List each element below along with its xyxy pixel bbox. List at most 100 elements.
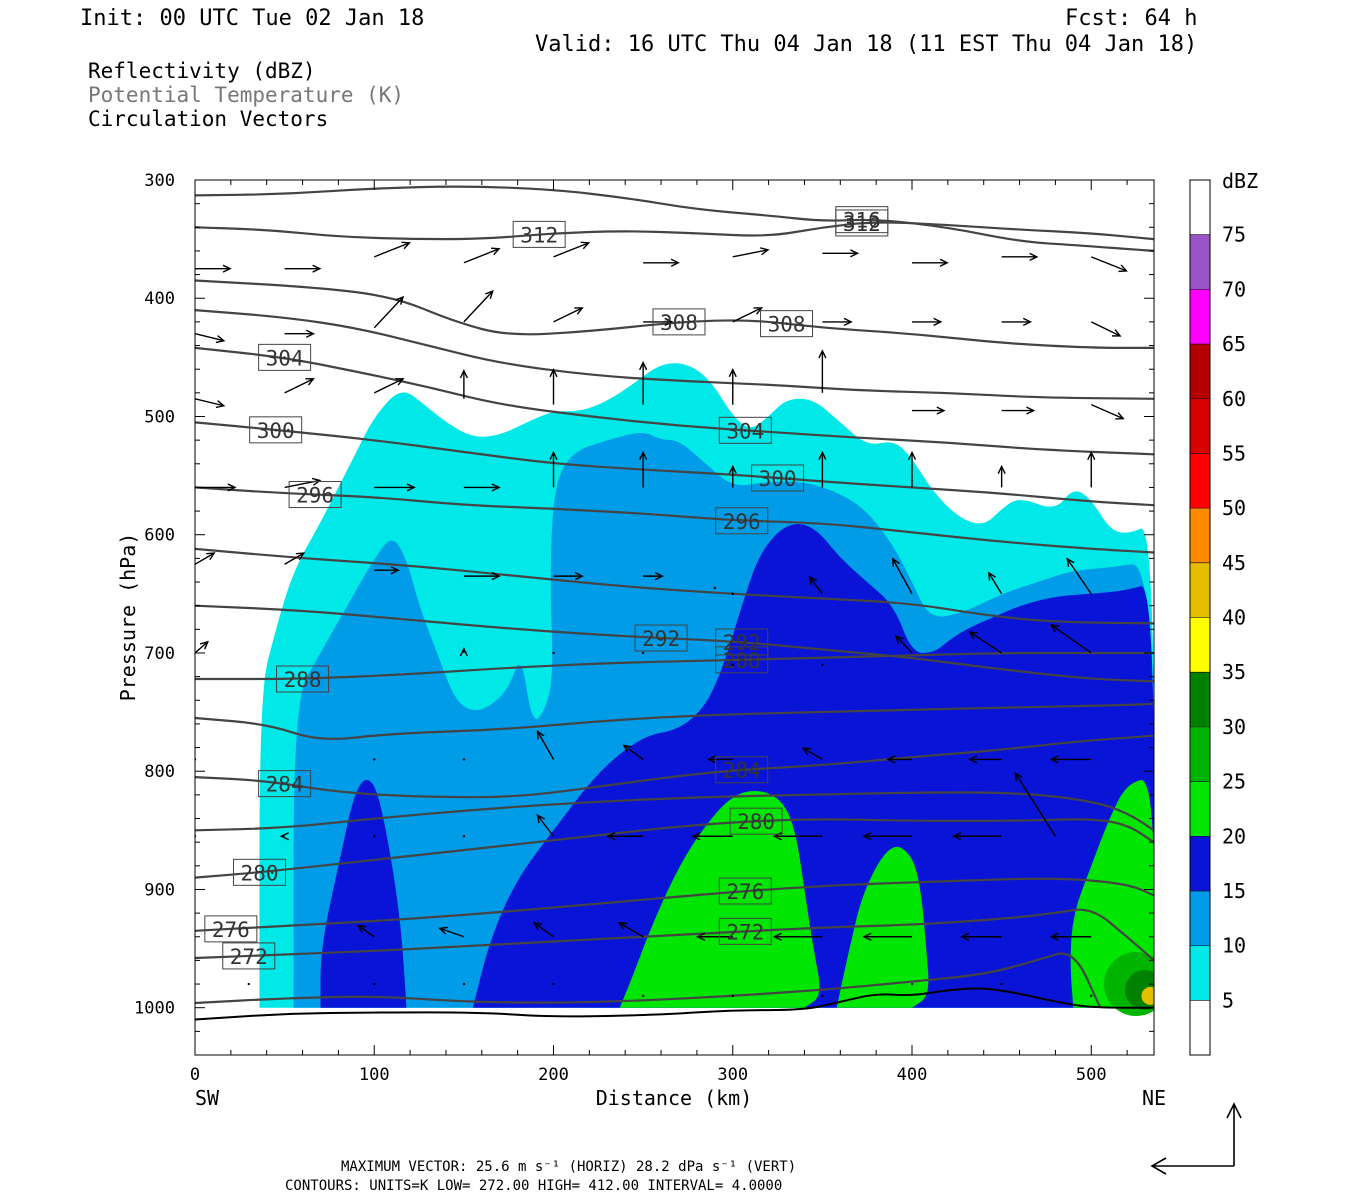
y-axis-label: Pressure (hPa) <box>116 533 140 702</box>
vector-head <box>622 744 632 753</box>
vector-dot <box>552 651 555 655</box>
vector-head <box>484 289 494 299</box>
theta-label: 292 <box>715 628 769 656</box>
vector-head <box>536 729 545 740</box>
vector-dot <box>713 586 717 590</box>
theta-label-text: 304 <box>266 346 304 370</box>
circulation-vector <box>1049 755 1092 764</box>
vector-head <box>1087 450 1096 460</box>
vector-head <box>1026 406 1036 415</box>
vector-dot <box>641 651 645 655</box>
vector-head <box>664 317 674 327</box>
colorbar-label: 20 <box>1222 824 1246 848</box>
vector-shaft <box>895 635 913 654</box>
colorbar-label: 70 <box>1222 277 1246 301</box>
circulation-vector <box>997 464 1006 488</box>
circulation-vector <box>284 552 306 565</box>
vector-shaft <box>373 378 404 394</box>
theta-label-box <box>715 646 769 674</box>
vector-shaft <box>732 307 762 323</box>
colorbar-label: 15 <box>1222 879 1246 903</box>
vector-head <box>892 557 900 567</box>
circulation-vector <box>1087 450 1096 488</box>
theta-label-box <box>233 858 287 886</box>
theta-label-box <box>512 220 566 248</box>
vector-shaft <box>553 307 583 323</box>
vector-head <box>549 368 558 378</box>
circulation-vector <box>691 832 733 841</box>
theta-label: 284 <box>258 770 312 798</box>
circulation-vector <box>639 361 648 405</box>
circulation-vector <box>1001 252 1039 261</box>
circulation-vector <box>606 832 644 841</box>
circulation-vector <box>463 289 494 323</box>
circulation-vector <box>822 249 860 258</box>
vector-head <box>617 921 628 930</box>
vector-shaft <box>1014 772 1057 837</box>
vector-head <box>1049 624 1060 633</box>
circulation-vector <box>639 450 648 488</box>
theta-label-box <box>204 915 258 943</box>
vector-shaft <box>195 333 224 342</box>
vector-shaft <box>969 631 1003 654</box>
vector-dot <box>1090 994 1093 998</box>
circulation-vector <box>808 575 823 595</box>
axes: 300 400 500 600 700 800 900 1000 0 100 200 300 400 50… <box>134 171 1154 1085</box>
vector-head <box>222 264 232 273</box>
colorbar-swatch <box>1190 453 1210 509</box>
circulation-vector <box>553 241 591 258</box>
colorbar-swatch <box>1190 234 1210 290</box>
theta-label-text: 316 <box>843 209 881 233</box>
vector-head <box>279 832 289 841</box>
vector-dot <box>821 663 824 666</box>
vector-head <box>728 368 737 378</box>
circulation-vector <box>284 264 322 273</box>
theta-label-text: 288 <box>284 668 322 692</box>
circulation-vector <box>459 369 468 399</box>
vector-dot <box>731 592 734 596</box>
colorbar-swatch <box>1190 289 1210 345</box>
circulation-vector <box>284 378 315 394</box>
contour-info-note: CONTOURS: UNITS=K LOW= 272.00 HIGH= 412.… <box>285 1178 782 1194</box>
y-tick-label: 300 <box>144 171 175 191</box>
vector-head <box>939 258 949 267</box>
theta-label-text: 292 <box>723 631 761 655</box>
circulation-vector <box>1000 982 1003 986</box>
theta-label-box <box>288 481 342 509</box>
theta-contour-line <box>195 651 1154 681</box>
vector-head <box>491 483 501 492</box>
circulation-vector <box>549 450 558 488</box>
circulation-vector <box>912 406 946 415</box>
vector-head <box>395 378 405 386</box>
circulation-vector <box>968 755 1002 764</box>
theta-label-text: 288 <box>723 649 761 673</box>
circulation-vector <box>801 747 823 760</box>
circulation-vector <box>731 994 734 998</box>
vector-head <box>401 241 411 250</box>
theta-contour-line <box>195 279 1154 349</box>
vector-head <box>491 247 501 256</box>
vector-shaft <box>357 924 375 938</box>
theta-label-box <box>718 416 772 444</box>
vector-head <box>459 647 468 657</box>
circulation-vector <box>731 592 734 596</box>
field-reflectivity: Reflectivity (dBZ) <box>88 59 316 83</box>
theta-label-box <box>276 665 330 693</box>
vector-head <box>1049 932 1059 941</box>
circulation-vector <box>373 835 376 838</box>
circulation-vector <box>553 307 584 323</box>
theta-label: 304 <box>718 416 772 444</box>
vector-dot <box>462 835 466 838</box>
colorbar-label: 25 <box>1222 770 1246 794</box>
y-tick-label: 1000 <box>134 999 175 1019</box>
circulation-vector <box>356 924 375 938</box>
x-tick-label: 200 <box>538 1065 569 1085</box>
circulation-vector <box>1001 406 1036 415</box>
x-axis-label: Distance (km) <box>596 1086 753 1110</box>
vector-dot <box>731 663 734 666</box>
vector-shaft <box>618 922 644 938</box>
theta-label-box <box>222 942 276 970</box>
theta-label: 312 <box>835 209 889 237</box>
vector-dot <box>462 758 466 761</box>
circulation-vector <box>643 572 664 581</box>
